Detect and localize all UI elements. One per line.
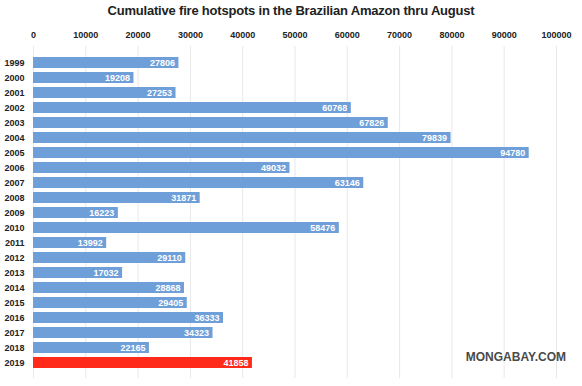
svg-text:2012: 2012 bbox=[4, 253, 24, 263]
svg-text:60000: 60000 bbox=[335, 30, 360, 40]
svg-text:90000: 90000 bbox=[492, 30, 517, 40]
svg-text:2014: 2014 bbox=[4, 283, 24, 293]
svg-text:80000: 80000 bbox=[439, 30, 464, 40]
svg-text:67826: 67826 bbox=[359, 118, 384, 128]
svg-text:2018: 2018 bbox=[4, 343, 24, 353]
svg-text:16223: 16223 bbox=[89, 208, 114, 218]
svg-text:2006: 2006 bbox=[4, 163, 24, 173]
svg-text:20000: 20000 bbox=[126, 30, 151, 40]
svg-text:2019: 2019 bbox=[4, 358, 24, 368]
svg-text:2004: 2004 bbox=[4, 133, 24, 143]
svg-text:2015: 2015 bbox=[4, 298, 24, 308]
svg-text:28868: 28868 bbox=[155, 283, 180, 293]
svg-text:2009: 2009 bbox=[4, 208, 24, 218]
svg-text:27253: 27253 bbox=[147, 88, 172, 98]
html-text:MONGABAY.COM: MONGABAY.COM bbox=[465, 350, 566, 364]
svg-text:60768: 60768 bbox=[322, 103, 347, 113]
svg-text:29405: 29405 bbox=[158, 298, 183, 308]
svg-text:2005: 2005 bbox=[4, 148, 24, 158]
svg-text:2007: 2007 bbox=[4, 178, 24, 188]
svg-text:17032: 17032 bbox=[94, 268, 119, 278]
svg-text:63146: 63146 bbox=[335, 178, 360, 188]
svg-text:29110: 29110 bbox=[157, 253, 182, 263]
svg-text:50000: 50000 bbox=[282, 30, 307, 40]
svg-text:13992: 13992 bbox=[78, 238, 103, 248]
svg-text:2000: 2000 bbox=[4, 73, 24, 83]
svg-text:79839: 79839 bbox=[422, 133, 447, 143]
svg-text:2011: 2011 bbox=[5, 238, 25, 248]
html-text:Cumulative fire hotspots in th: Cumulative fire hotspots in the Brazilia… bbox=[107, 3, 475, 18]
svg-text:2002: 2002 bbox=[4, 103, 24, 113]
svg-text:19208: 19208 bbox=[105, 73, 130, 83]
svg-text:31871: 31871 bbox=[171, 193, 196, 203]
svg-text:2003: 2003 bbox=[4, 118, 24, 128]
svg-text:34323: 34323 bbox=[184, 328, 209, 338]
svg-text:2013: 2013 bbox=[4, 268, 24, 278]
svg-text:10000: 10000 bbox=[73, 30, 98, 40]
svg-text:1999: 1999 bbox=[4, 58, 24, 68]
svg-text:100000: 100000 bbox=[541, 30, 571, 40]
svg-text:27806: 27806 bbox=[150, 58, 175, 68]
svg-text:40000: 40000 bbox=[230, 30, 255, 40]
svg-text:94780: 94780 bbox=[500, 148, 525, 158]
svg-text:2016: 2016 bbox=[4, 313, 24, 323]
svg-text:70000: 70000 bbox=[387, 30, 412, 40]
svg-text:41858: 41858 bbox=[223, 358, 248, 368]
svg-text:0: 0 bbox=[31, 30, 36, 40]
svg-text:2010: 2010 bbox=[4, 223, 24, 233]
svg-text:36333: 36333 bbox=[194, 313, 219, 323]
svg-text:30000: 30000 bbox=[178, 30, 203, 40]
svg-text:2017: 2017 bbox=[4, 328, 24, 338]
svg-text:49032: 49032 bbox=[261, 163, 286, 173]
svg-text:2001: 2001 bbox=[4, 88, 24, 98]
svg-text:2008: 2008 bbox=[4, 193, 24, 203]
svg-text:58476: 58476 bbox=[310, 223, 335, 233]
svg-text:22165: 22165 bbox=[120, 343, 145, 353]
